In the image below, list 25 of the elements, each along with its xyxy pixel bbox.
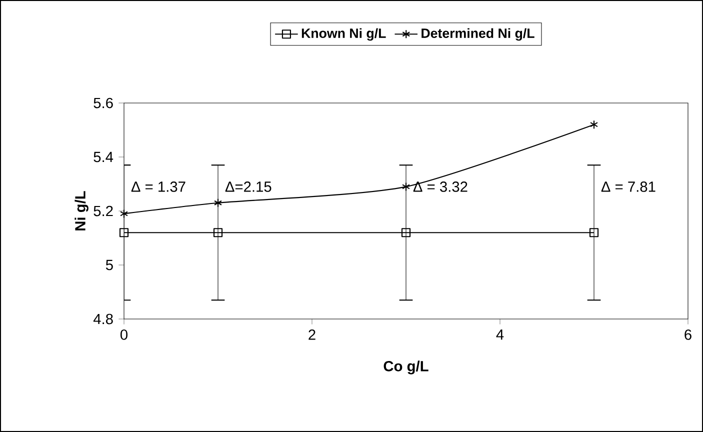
point <box>120 209 128 218</box>
y-axis-title: Ni g/L <box>74 191 88 230</box>
y-tick-label: 4.8 <box>93 314 113 324</box>
x-tick-label: 4 <box>496 330 504 340</box>
point <box>119 228 129 238</box>
annotation: Δ = 1.37 <box>131 182 186 192</box>
y-tick-label: 5.4 <box>94 152 114 162</box>
point <box>401 228 411 238</box>
legend-label: Determined Ni g/L <box>422 28 534 41</box>
y-tick-label: 5 <box>106 260 113 270</box>
y-tick-label: 5.2 <box>94 206 113 216</box>
x-tick-label: 2 <box>308 330 316 340</box>
point <box>589 228 599 238</box>
point <box>214 198 222 208</box>
legend-label: Known Ni g/L <box>302 28 386 41</box>
point <box>590 120 598 130</box>
annotation: Δ = 7.81 <box>601 182 656 192</box>
x-tick-label: 6 <box>684 330 692 340</box>
point <box>213 228 223 238</box>
x-tick-label: 0 <box>120 330 128 340</box>
point <box>402 182 410 192</box>
y-tick-label: 5.6 <box>94 98 113 108</box>
annotation: Δ=2.15 <box>225 182 272 192</box>
x-axis-title: Co g/L <box>384 360 428 374</box>
annotation: Δ = 3.32 <box>413 182 468 192</box>
